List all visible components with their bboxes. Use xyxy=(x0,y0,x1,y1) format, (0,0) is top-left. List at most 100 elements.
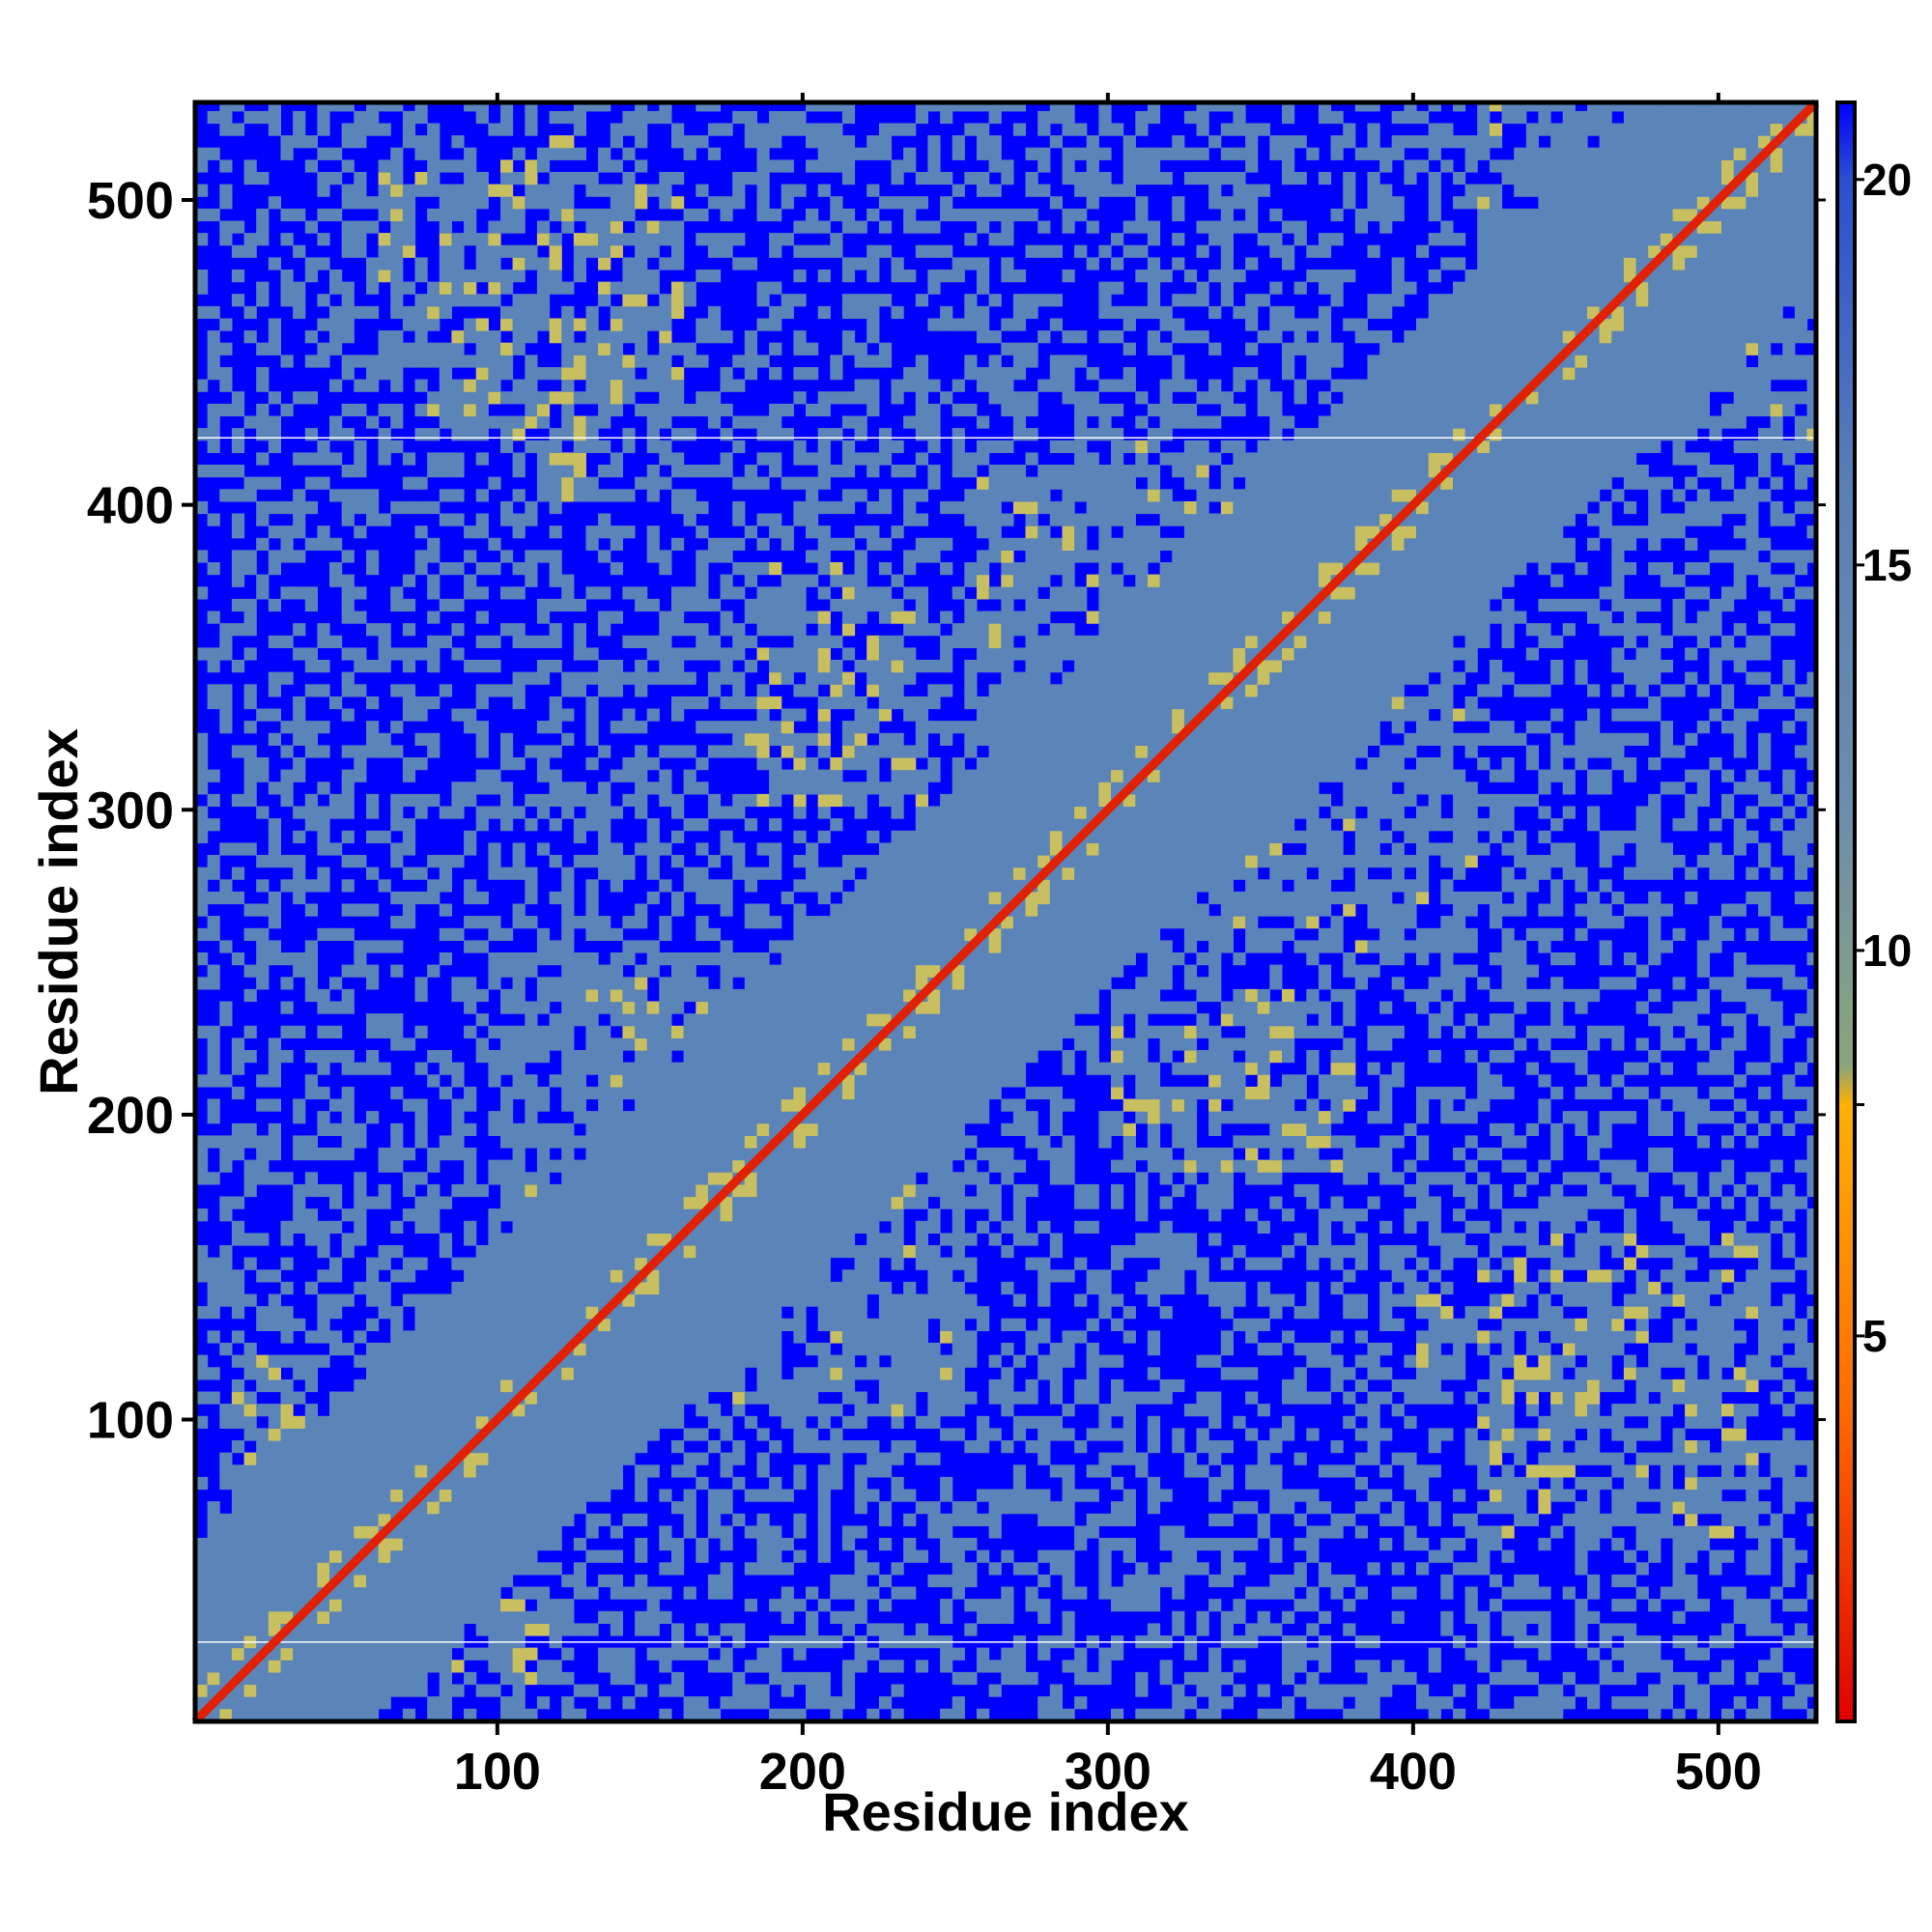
heatmap-cell xyxy=(683,1525,696,1539)
heatmap-cell xyxy=(231,1404,245,1417)
heatmap-cell xyxy=(696,818,709,832)
heatmap-cell xyxy=(696,135,709,149)
heatmap-cell xyxy=(635,1574,648,1588)
heatmap-cell xyxy=(720,1135,733,1149)
heatmap-cell xyxy=(219,110,233,125)
heatmap-cell xyxy=(488,1440,501,1454)
heatmap-cell xyxy=(915,172,928,185)
heatmap-cell xyxy=(867,1367,880,1380)
heatmap-cell xyxy=(915,1623,928,1636)
heatmap-cell xyxy=(549,769,562,782)
heatmap-cell xyxy=(830,1330,843,1344)
heatmap-cell xyxy=(635,1159,648,1173)
heatmap-cell xyxy=(891,1148,904,1161)
heatmap-cell xyxy=(195,781,209,795)
heatmap-cell xyxy=(927,1354,941,1368)
heatmap-cell xyxy=(341,318,355,331)
heatmap-cell xyxy=(841,855,856,868)
heatmap-cell xyxy=(439,1050,452,1064)
heatmap-cell xyxy=(891,172,904,185)
heatmap-cell xyxy=(427,1574,440,1588)
heatmap-cell xyxy=(414,1208,428,1222)
heatmap-cell xyxy=(830,1586,843,1600)
heatmap-cell xyxy=(488,1513,501,1526)
heatmap-cell xyxy=(207,147,220,160)
heatmap-cell xyxy=(659,196,672,210)
heatmap-cell xyxy=(549,1074,562,1088)
heatmap-cell xyxy=(841,489,856,502)
heatmap-cell xyxy=(793,855,807,868)
heatmap-cell xyxy=(610,489,623,502)
heatmap-cell xyxy=(610,1037,623,1051)
heatmap-cell xyxy=(293,1111,306,1124)
heatmap-cell xyxy=(280,1489,294,1502)
heatmap-cell xyxy=(512,1671,526,1686)
heatmap-cell xyxy=(610,1464,623,1478)
heatmap-cell xyxy=(341,745,355,758)
heatmap-cell xyxy=(793,574,807,587)
heatmap-cell xyxy=(915,769,928,782)
heatmap-cell xyxy=(696,550,709,563)
heatmap-cell xyxy=(635,1037,648,1051)
heatmap-cell xyxy=(207,1367,220,1380)
heatmap-cell xyxy=(366,1464,380,1478)
heatmap-cell xyxy=(243,1574,257,1588)
heatmap-cell xyxy=(195,1257,209,1270)
heatmap-cell xyxy=(500,172,514,185)
heatmap-cell xyxy=(671,1684,685,1697)
heatmap-cell xyxy=(304,1330,318,1344)
heatmap-cell xyxy=(475,270,489,283)
heatmap-cell xyxy=(341,806,355,819)
heatmap-cell xyxy=(854,952,867,966)
heatmap-cell xyxy=(854,1172,867,1185)
heatmap-cell xyxy=(610,1452,623,1465)
heatmap-cell xyxy=(354,1208,367,1222)
heatmap-cell xyxy=(683,745,696,758)
heatmap-cell xyxy=(707,1708,722,1721)
heatmap-cell xyxy=(329,428,343,441)
heatmap-cell xyxy=(598,102,611,112)
heatmap-cell xyxy=(500,1293,514,1307)
heatmap-cell xyxy=(793,879,807,893)
heatmap-cell xyxy=(390,964,404,978)
heatmap-cell xyxy=(841,1196,856,1209)
heatmap-cell xyxy=(414,1440,428,1454)
heatmap-cell xyxy=(756,1245,770,1259)
heatmap-cell xyxy=(439,1330,452,1344)
heatmap-cell xyxy=(219,1135,233,1149)
heatmap-cell xyxy=(268,1367,281,1380)
heatmap-cell xyxy=(378,1378,391,1393)
heatmap-cell xyxy=(830,1696,843,1710)
heatmap-cell xyxy=(280,294,294,307)
heatmap-cell xyxy=(475,1647,489,1661)
heatmap-cell xyxy=(304,1489,318,1502)
heatmap-cell xyxy=(610,1148,623,1161)
heatmap-cell xyxy=(317,1660,330,1673)
heatmap-cell xyxy=(793,1172,807,1185)
heatmap-cell xyxy=(402,1549,416,1563)
heatmap-cell xyxy=(231,867,245,880)
heatmap-cell xyxy=(549,891,562,905)
heatmap-cell xyxy=(536,1148,551,1161)
heatmap-cell xyxy=(671,1025,685,1038)
heatmap-cell xyxy=(293,1489,306,1502)
heatmap-cell xyxy=(940,1159,953,1173)
heatmap-cell xyxy=(573,1562,586,1576)
heatmap-cell xyxy=(500,1306,514,1320)
heatmap-cell xyxy=(439,1610,452,1624)
heatmap-cell xyxy=(756,1684,770,1697)
heatmap-cell xyxy=(878,294,893,307)
heatmap-cell xyxy=(817,500,831,515)
heatmap-cell xyxy=(610,684,623,697)
heatmap-cell xyxy=(769,159,782,173)
heatmap-cell xyxy=(439,806,452,819)
heatmap-cell xyxy=(243,1391,257,1405)
heatmap-cell xyxy=(354,1354,367,1368)
heatmap-cell xyxy=(830,988,843,1003)
heatmap-cell xyxy=(341,1684,355,1697)
heatmap-cell xyxy=(635,1233,648,1246)
heatmap-cell xyxy=(732,562,746,576)
heatmap-cell xyxy=(927,1172,941,1185)
heatmap-cell xyxy=(451,1378,465,1393)
heatmap-cell xyxy=(464,1086,477,1100)
